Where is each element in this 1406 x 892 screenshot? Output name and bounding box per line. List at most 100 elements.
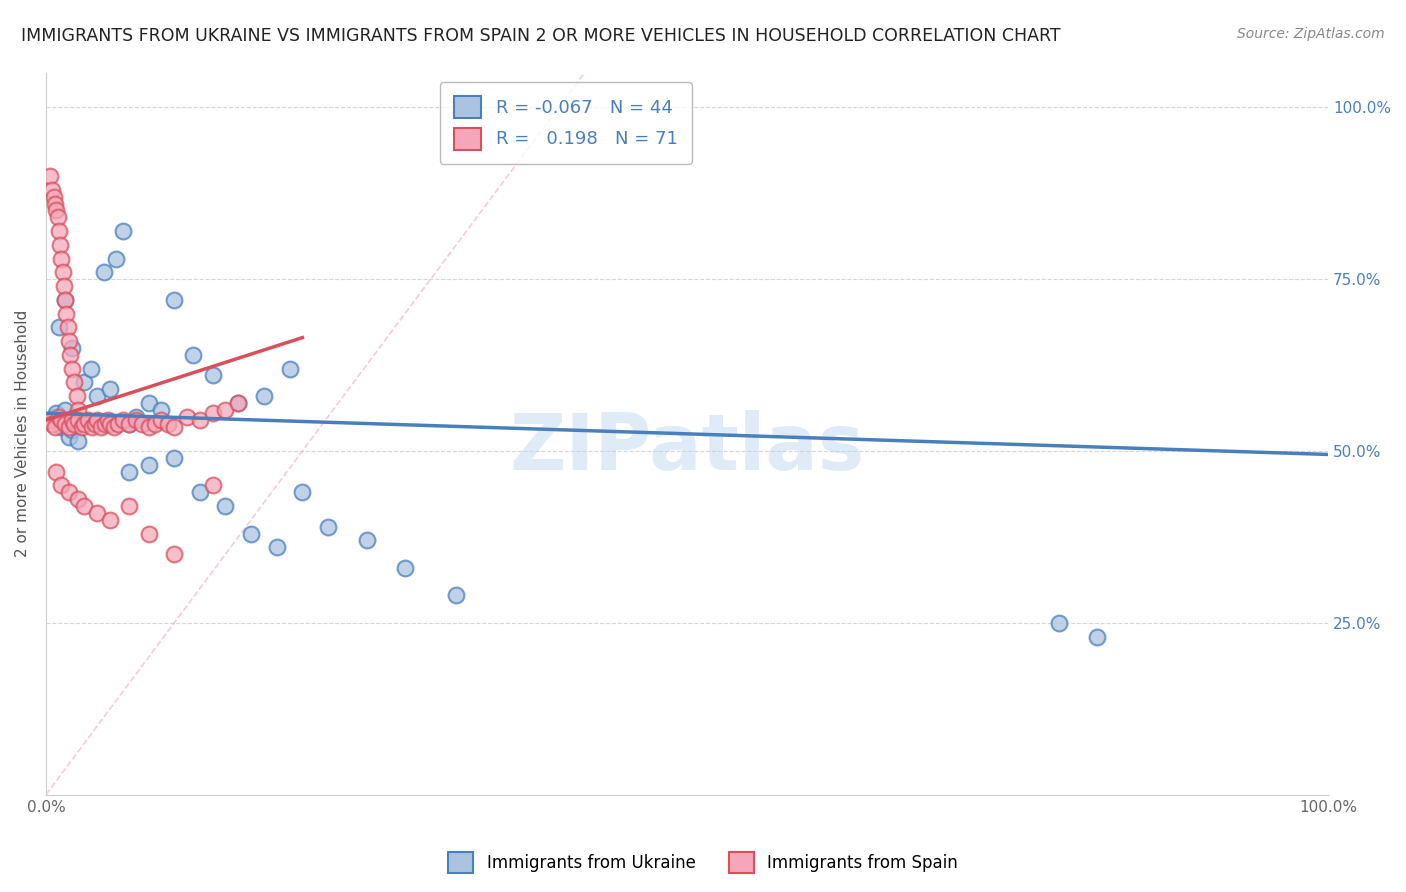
Point — [93, 265, 115, 279]
Point — [1085, 630, 1108, 644]
Point — [51, 478, 73, 492]
Point — [150, 402, 173, 417]
Point — [60, 341, 83, 355]
Point — [66, 434, 89, 448]
Point — [131, 417, 153, 431]
Point — [240, 526, 263, 541]
Point — [103, 420, 125, 434]
Point — [80, 361, 103, 376]
Point — [138, 458, 160, 472]
Point — [118, 465, 141, 479]
Point — [63, 417, 86, 431]
Point — [41, 183, 63, 197]
Point — [118, 499, 141, 513]
Point — [253, 389, 276, 403]
Point — [38, 413, 60, 427]
Text: Source: ZipAtlas.com: Source: ZipAtlas.com — [1237, 27, 1385, 41]
Point — [48, 409, 70, 424]
Point — [38, 169, 60, 183]
Point — [52, 279, 75, 293]
Point — [60, 413, 83, 427]
Point — [150, 413, 173, 427]
Point — [107, 417, 129, 431]
Point — [58, 334, 80, 348]
Point — [41, 417, 63, 431]
Point — [45, 465, 67, 479]
Point — [44, 409, 66, 424]
Point — [53, 402, 76, 417]
Point — [201, 406, 224, 420]
Point — [60, 424, 83, 438]
Point — [138, 420, 160, 434]
Point — [48, 417, 70, 431]
Point — [58, 420, 80, 434]
Point — [66, 389, 89, 403]
Point — [66, 402, 89, 417]
Point — [163, 420, 186, 434]
Point — [59, 348, 82, 362]
Point — [98, 417, 121, 431]
Point — [45, 203, 67, 218]
Point — [214, 402, 236, 417]
Point — [183, 348, 205, 362]
Point — [278, 361, 301, 376]
Point — [446, 588, 468, 602]
Point — [125, 413, 148, 427]
Point — [138, 526, 160, 541]
Text: IMMIGRANTS FROM UKRAINE VS IMMIGRANTS FROM SPAIN 2 OR MORE VEHICLES IN HOUSEHOLD: IMMIGRANTS FROM UKRAINE VS IMMIGRANTS FR… — [21, 27, 1060, 45]
Point — [188, 413, 211, 427]
Point — [44, 196, 66, 211]
Point — [96, 413, 118, 427]
Point — [111, 224, 134, 238]
Point — [214, 499, 236, 513]
Point — [82, 420, 104, 434]
Point — [73, 376, 96, 390]
Point — [53, 293, 76, 307]
Point — [118, 417, 141, 431]
Legend: Immigrants from Ukraine, Immigrants from Spain: Immigrants from Ukraine, Immigrants from… — [441, 846, 965, 880]
Legend: R = -0.067   N = 44, R =   0.198   N = 71: R = -0.067 N = 44, R = 0.198 N = 71 — [440, 82, 692, 164]
Point — [55, 307, 77, 321]
Point — [266, 541, 288, 555]
Point — [111, 413, 134, 427]
Point — [48, 224, 70, 238]
Point — [201, 368, 224, 383]
Point — [98, 513, 121, 527]
Point — [176, 409, 198, 424]
Point — [163, 547, 186, 561]
Point — [98, 382, 121, 396]
Point — [63, 376, 86, 390]
Point — [45, 406, 67, 420]
Point — [291, 485, 314, 500]
Point — [163, 450, 186, 465]
Point — [53, 293, 76, 307]
Point — [66, 413, 89, 427]
Point — [86, 506, 108, 520]
Point — [156, 417, 179, 431]
Point — [86, 389, 108, 403]
Point — [51, 420, 73, 434]
Point — [58, 485, 80, 500]
Point — [83, 417, 105, 431]
Point — [53, 417, 76, 431]
Point — [52, 265, 75, 279]
Point — [90, 420, 112, 434]
Y-axis label: 2 or more Vehicles in Household: 2 or more Vehicles in Household — [15, 310, 30, 558]
Point — [356, 533, 378, 548]
Point — [188, 485, 211, 500]
Point — [66, 492, 89, 507]
Point — [394, 561, 416, 575]
Point — [70, 420, 93, 434]
Point — [77, 413, 100, 427]
Point — [226, 396, 249, 410]
Point — [1047, 615, 1070, 630]
Point — [138, 396, 160, 410]
Point — [94, 417, 117, 431]
Point — [73, 417, 96, 431]
Point — [44, 420, 66, 434]
Point — [63, 413, 86, 427]
Point — [226, 396, 249, 410]
Point — [46, 211, 69, 225]
Point — [86, 413, 108, 427]
Point — [51, 252, 73, 266]
